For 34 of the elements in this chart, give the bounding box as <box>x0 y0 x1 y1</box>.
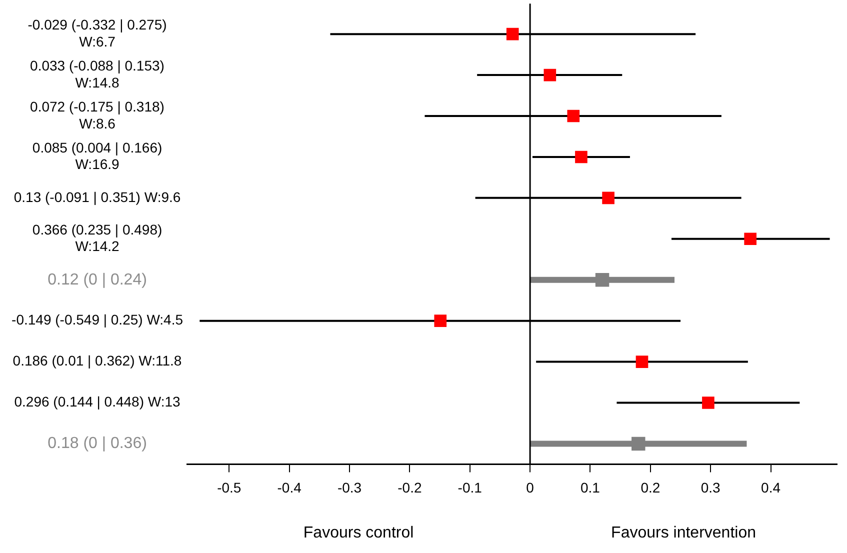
x-tick-label: -0.5 <box>217 479 242 496</box>
y-tick-label: 0.072 (-0.175 | 0.318) W:8.6 <box>30 98 164 132</box>
y-tick-label: 0.085 (0.004 | 0.166) W:16.9 <box>32 139 162 172</box>
y-tick-label: 0.18 (0 | 0.36) <box>48 435 147 452</box>
y-tick-label: 0.13 (-0.091 | 0.351) W:9.6 <box>14 188 181 205</box>
point <box>595 273 610 287</box>
point <box>636 356 648 368</box>
point <box>506 28 519 40</box>
y-tick-label: -0.149 (-0.549 | 0.25) W:4.5 <box>12 312 184 328</box>
y-tick-label: 0.12 (0 | 0.24) <box>48 271 147 288</box>
point <box>702 396 714 409</box>
x-tick-label: 0.2 <box>640 479 660 496</box>
point <box>567 110 580 122</box>
y-tick-label: 0.186 (0.01 | 0.362) W:11.8 <box>12 352 182 369</box>
x-tick-label: 0.1 <box>580 479 600 496</box>
x-tick-label: -0.4 <box>277 479 302 496</box>
point <box>602 192 614 204</box>
y-tick-label: 0.033 (-0.088 | 0.153) W:14.8 <box>30 58 164 90</box>
point <box>632 436 646 451</box>
x-tick-label: 0 <box>526 479 534 496</box>
y-tick-label: -0.029 (-0.332 | 0.275) W:6.7 <box>28 16 167 50</box>
text: Favours intervention <box>611 524 756 542</box>
y-tick-label: 0.296 (0.144 | 0.448) W:13 <box>14 394 180 410</box>
y-tick-label: 0.366 (0.235 | 0.498) W:14.2 <box>32 221 162 254</box>
point <box>544 68 556 82</box>
point <box>575 150 588 164</box>
x-tick-label: -0.1 <box>458 479 482 496</box>
text: Favours control <box>303 524 414 542</box>
point <box>744 232 756 246</box>
point <box>434 314 447 327</box>
x-tick-label: -0.2 <box>398 479 422 496</box>
x-tick-label: 0.3 <box>700 479 721 496</box>
x-tick-label: 0.4 <box>761 479 781 496</box>
x-tick-label: -0.3 <box>337 479 362 496</box>
